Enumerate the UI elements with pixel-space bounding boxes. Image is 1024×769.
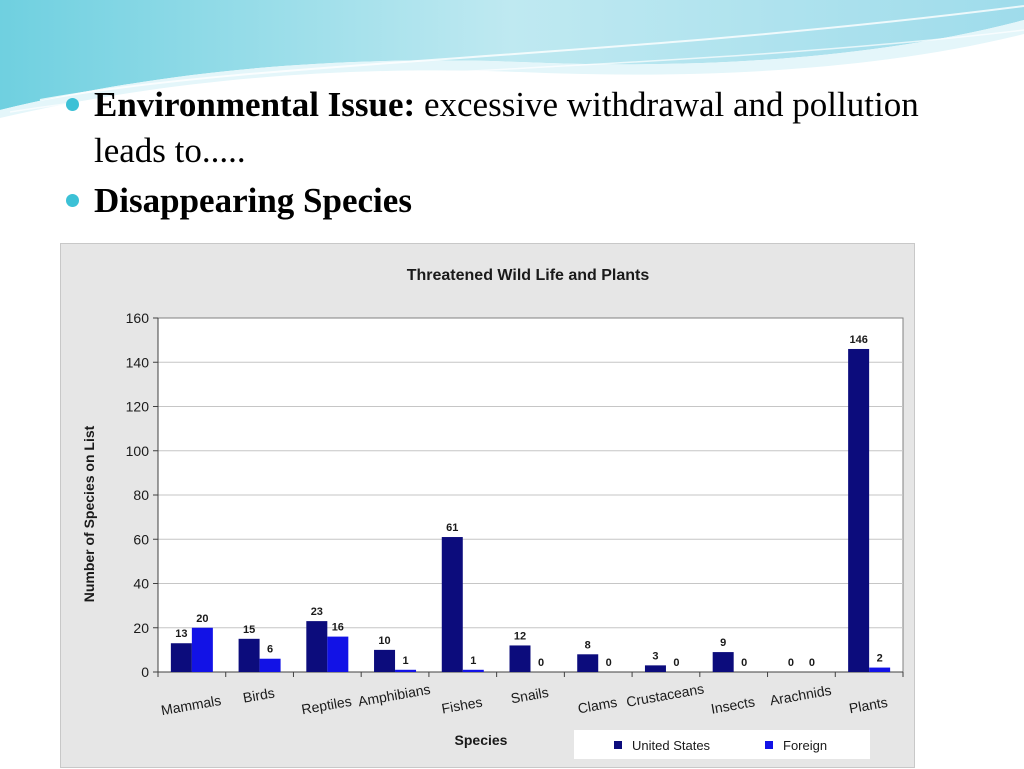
bar-united-states: [306, 621, 328, 672]
data-label: 10: [378, 635, 390, 647]
data-label: 15: [243, 624, 255, 636]
y-tick-label: 80: [133, 487, 149, 503]
chart-container: Threatened Wild Life and Plants 0 20 40 60 8…: [60, 243, 915, 768]
bar-united-states: [238, 638, 260, 672]
data-label: 9: [720, 637, 726, 649]
y-tick-label: 60: [133, 531, 149, 547]
data-label: 23: [311, 606, 323, 618]
bar-united-states: [509, 645, 531, 672]
data-label: 3: [652, 650, 658, 662]
legend-label-united-states: United States: [632, 738, 711, 753]
y-tick-label: 160: [126, 310, 150, 326]
y-tick-label: 100: [126, 443, 150, 459]
bar-foreign: [327, 636, 349, 672]
y-tick-label: 40: [133, 576, 149, 592]
bar-united-states: [577, 654, 599, 672]
x-tick-label: Plants: [848, 694, 889, 717]
x-tick-label: Arachnids: [768, 682, 832, 709]
legend-swatch-foreign: [765, 741, 773, 749]
data-label: 146: [849, 334, 867, 346]
legend-label-foreign: Foreign: [783, 738, 827, 753]
x-tick-label: Clams: [576, 694, 618, 717]
x-tick-label: Crustaceans: [625, 680, 705, 709]
y-tick-label: 0: [141, 664, 149, 680]
data-label: 8: [585, 639, 591, 651]
y-tick-label: 140: [126, 354, 150, 370]
data-label: 0: [606, 657, 612, 669]
data-label: 13: [175, 628, 187, 640]
bar-foreign: [869, 667, 891, 672]
bar-foreign: [191, 627, 213, 672]
bar-united-states: [712, 652, 734, 672]
data-label: 2: [877, 653, 883, 665]
data-label: 0: [741, 657, 747, 669]
bar-foreign: [462, 669, 484, 672]
data-label: 0: [788, 657, 794, 669]
y-tick-label: 120: [126, 399, 150, 415]
data-label: 0: [809, 657, 815, 669]
x-tick-label: Mammals: [160, 692, 223, 718]
bar-united-states: [374, 649, 396, 672]
x-tick-label: Reptiles: [300, 693, 353, 718]
bullet-text: excessive withdrawal and pollution leads…: [94, 85, 919, 170]
legend-box: [574, 730, 870, 759]
bar-chart: Threatened Wild Life and Plants 02040608…: [81, 267, 904, 759]
legend: United States Foreign: [574, 730, 870, 759]
data-label: 61: [446, 522, 458, 534]
bullet-list: Environmental Issue: excessive withdrawa…: [62, 82, 962, 224]
data-label: 0: [538, 657, 544, 669]
data-label: 16: [332, 622, 344, 634]
data-label: 0: [673, 657, 679, 669]
header-wave-decoration: [0, 0, 1024, 118]
x-tick-label: Snails: [509, 684, 549, 706]
y-tick-label: 20: [133, 620, 149, 636]
data-label: 12: [514, 630, 526, 642]
bullet-environmental-issue: Environmental Issue: excessive withdrawa…: [62, 82, 962, 174]
bar-united-states: [644, 665, 666, 672]
bar-united-states: [170, 643, 192, 672]
x-tick-label: Insects: [710, 693, 756, 716]
bar-united-states: [441, 537, 463, 672]
y-axis-label: Number of Species on List: [81, 425, 97, 602]
data-label: 1: [402, 655, 408, 667]
bar-foreign: [259, 658, 281, 672]
chart-title: Threatened Wild Life and Plants: [407, 267, 650, 284]
bullet-bold-text: Disappearing Species: [94, 181, 412, 220]
x-tick-label: Fishes: [440, 694, 483, 717]
bullet-dot-icon: [66, 194, 79, 207]
legend-swatch-united-states: [614, 741, 622, 749]
x-tick-label: Amphibians: [357, 681, 432, 709]
data-label: 1: [470, 655, 476, 667]
x-axis-label: Species: [455, 732, 508, 748]
bullet-disappearing-species: Disappearing Species: [62, 178, 962, 224]
data-label: 6: [267, 644, 273, 656]
bullet-dot-icon: [66, 98, 79, 111]
x-tick-label: Birds: [242, 684, 276, 705]
bullet-bold-text: Environmental Issue:: [94, 85, 416, 124]
bar-foreign: [395, 669, 417, 672]
data-label: 20: [196, 613, 208, 625]
bar-united-states: [848, 348, 870, 672]
